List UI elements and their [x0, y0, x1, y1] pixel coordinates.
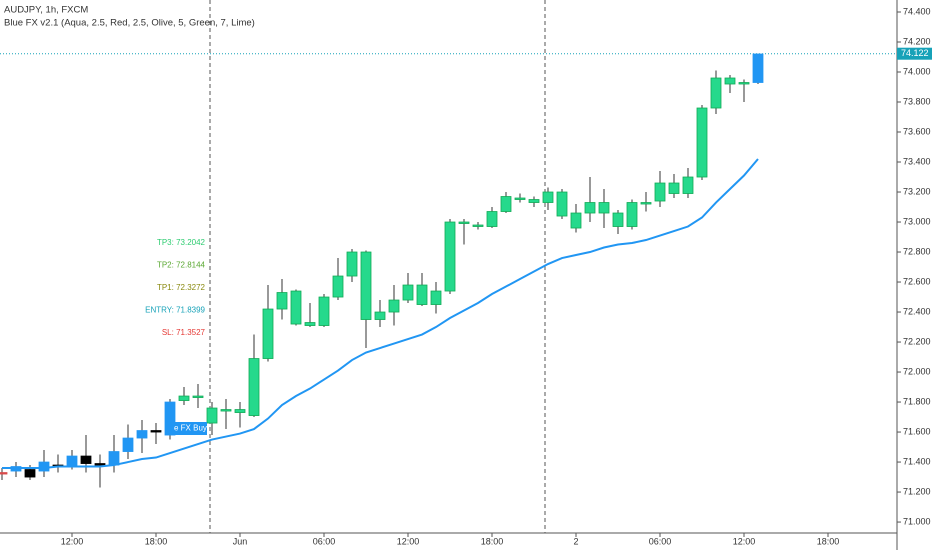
candle-body: [220, 409, 232, 412]
y-tick-label: 71.000: [903, 516, 931, 526]
last-price-box: [897, 47, 932, 60]
y-tick-label: 71.400: [903, 456, 931, 466]
candle-body: [668, 182, 680, 194]
candle-body: [24, 469, 36, 478]
candle-body: [500, 196, 512, 212]
y-tick-label: 74.400: [903, 6, 931, 16]
candle-body: [444, 221, 456, 292]
candle-body: [248, 358, 260, 416]
candle-body: [192, 395, 204, 398]
x-tick-label: 12:00: [397, 536, 420, 546]
y-tick-label: 71.800: [903, 396, 931, 406]
candle-body: [136, 430, 148, 439]
candle-body: [640, 202, 652, 205]
candle-body: [94, 463, 106, 466]
candle-body: [738, 82, 750, 85]
x-tick-label: 18:00: [817, 536, 840, 546]
x-tick-label: 06:00: [649, 536, 672, 546]
level-label: TP1: 72.3272: [157, 283, 206, 292]
candle-body: [388, 299, 400, 313]
candle-body: [542, 191, 554, 203]
candle-body: [696, 107, 708, 178]
candle-body: [276, 292, 288, 310]
candle-body: [570, 212, 582, 229]
candle-body: [402, 284, 414, 301]
level-label: ENTRY: 71.8399: [145, 306, 205, 315]
candle-body: [598, 202, 610, 214]
y-tick-label: 74.000: [903, 66, 931, 76]
y-tick-label: 73.000: [903, 216, 931, 226]
y-tick-label: 72.600: [903, 276, 931, 286]
candle-body: [318, 296, 330, 326]
x-tick-label: Jun: [233, 536, 248, 546]
y-tick-label: 71.600: [903, 426, 931, 436]
candle-body: [724, 77, 736, 85]
level-label: TP2: 72.8144: [157, 261, 206, 270]
candle-body: [360, 251, 372, 320]
x-tick-label: 06:00: [313, 536, 336, 546]
candle-body: [416, 284, 428, 305]
last-price-label: 74.122: [901, 48, 929, 58]
candle-body: [304, 322, 316, 326]
x-tick-label: 18:00: [481, 536, 504, 546]
x-tick-label: 12:00: [61, 536, 84, 546]
candle-body: [262, 308, 274, 359]
candle-body: [80, 455, 92, 464]
candle-body: [374, 311, 386, 320]
indicator-label: Blue FX v2.1 (Aqua, 2.5, Red, 2.5, Olive…: [4, 18, 255, 29]
candle-body: [108, 451, 120, 466]
candle-body: [528, 199, 540, 203]
candle-body: [654, 182, 666, 202]
candle-body: [752, 53, 764, 83]
y-tick-label: 73.200: [903, 186, 931, 196]
ema-line: [2, 158, 759, 470]
y-tick-label: 74.200: [903, 36, 931, 46]
x-tick-label: 18:00: [145, 536, 168, 546]
candle-body: [290, 290, 302, 325]
level-label: SL: 71.3527: [162, 328, 206, 337]
y-tick-label: 73.800: [903, 96, 931, 106]
candle-body: [710, 77, 722, 109]
candle-body: [38, 461, 50, 472]
candle-body: [584, 202, 596, 214]
chart-title: AUDJPY, 1h, FXCM: [4, 5, 88, 16]
candle-body: [612, 212, 624, 227]
candle-body: [206, 407, 218, 424]
y-tick-label: 72.800: [903, 246, 931, 256]
y-tick-label: 73.400: [903, 156, 931, 166]
candle-body: [150, 430, 162, 433]
candle-body: [486, 211, 498, 227]
y-tick-label: 72.000: [903, 366, 931, 376]
candle-body: [122, 437, 134, 452]
signal-box: [171, 422, 207, 435]
y-tick-label: 73.600: [903, 126, 931, 136]
candle-body: [234, 409, 246, 413]
candle-body: [682, 176, 694, 194]
candle-body: [556, 191, 568, 217]
candle-body: [458, 221, 470, 224]
candle-body: [0, 472, 8, 475]
candle-body: [626, 202, 638, 227]
level-label: TP3: 73.2042: [157, 238, 206, 247]
candle-body: [346, 251, 358, 277]
y-tick-label: 71.200: [903, 486, 931, 496]
candle-body: [332, 275, 344, 298]
y-tick-label: 72.400: [903, 306, 931, 316]
candle-body: [514, 197, 526, 200]
candle-body: [66, 455, 78, 467]
candle-body: [178, 395, 190, 401]
candle-body: [164, 401, 176, 436]
x-tick-label: 12:00: [733, 536, 756, 546]
candle-body: [430, 290, 442, 305]
y-tick-label: 72.200: [903, 336, 931, 346]
x-tick-label: 2: [573, 536, 578, 546]
candle-body: [472, 224, 484, 227]
signal-label: e FX Buy: [174, 424, 207, 433]
